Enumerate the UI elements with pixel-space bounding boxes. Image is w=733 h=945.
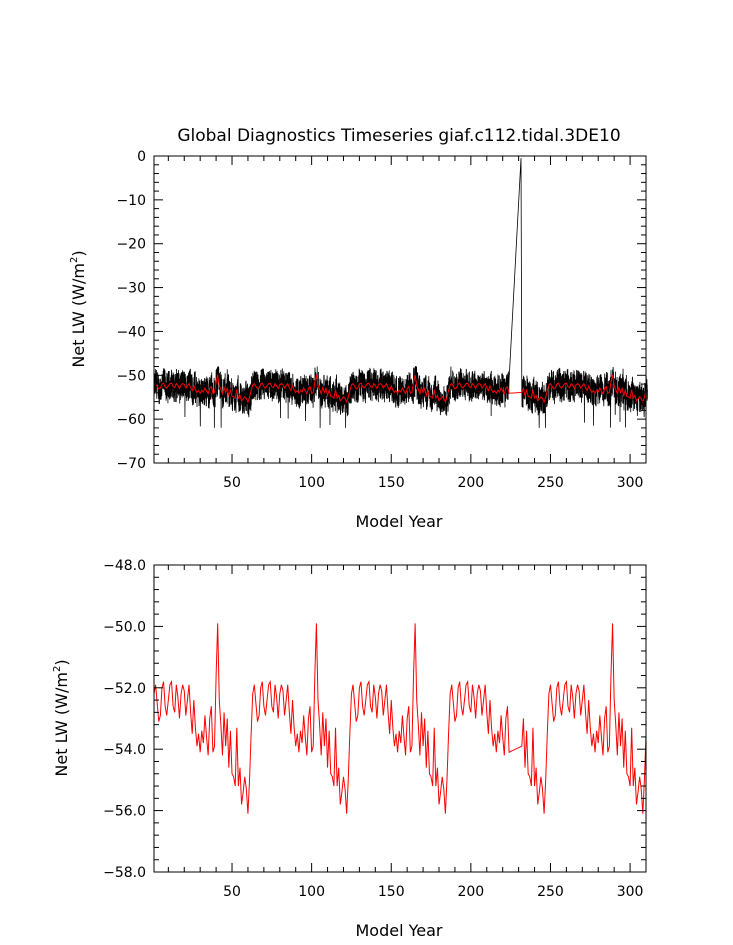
x-tick-label: 50	[223, 884, 241, 900]
y-tick-label: −70	[116, 456, 146, 472]
top-x-axis-label: Model Year	[356, 512, 443, 531]
x-tick-label: 100	[298, 475, 325, 491]
top-monthly-line	[153, 158, 648, 428]
x-tick-label: 200	[457, 884, 484, 900]
bottom-x-axis-label: Model Year	[356, 921, 443, 940]
bottom-annual-mean-line	[153, 623, 647, 814]
y-tick-label: −40	[116, 324, 146, 340]
x-tick-label: 250	[537, 884, 564, 900]
y-tick-label: 0	[137, 149, 146, 165]
x-tick-label: 100	[298, 884, 325, 900]
x-tick-label: 200	[457, 475, 484, 491]
bottom-y-label-main: Net LW (W/m	[52, 672, 71, 777]
top-y-label-sup: 2	[69, 257, 80, 263]
y-tick-label: −30	[116, 281, 146, 297]
y-tick-label: −56.0	[103, 804, 146, 820]
x-tick-label: 300	[617, 884, 644, 900]
top-y-label-main: Net LW (W/m	[69, 263, 88, 368]
y-tick-label: −10	[116, 193, 146, 209]
y-tick-label: −58.0	[103, 865, 146, 881]
bottom-y-label-sup: 2	[52, 666, 63, 672]
top-annual-mean-line	[153, 374, 647, 404]
bottom-plot-area	[153, 623, 647, 814]
bottom-chart: 50 100 150 200 250 300 −48.0 −50.0 −52.0 −54.0 −56…	[52, 558, 647, 940]
top-y-label-suffix: )	[69, 250, 88, 256]
x-tick-label: 250	[537, 475, 564, 491]
top-plot-area	[153, 158, 648, 428]
x-tick-label: 150	[378, 884, 405, 900]
bottom-y-axis-label: Net LW (W/m2)	[52, 659, 71, 776]
bottom-plot-frame	[153, 564, 647, 873]
top-axis-ticks: 50 100 150 200 250 300 0 −10 −20 −30 −40 −50 −60 −70	[116, 149, 647, 491]
y-tick-label: −50.0	[103, 619, 146, 635]
bottom-axis-ticks: 50 100 150 200 250 300 −48.0 −50.0 −52.0 −54.0 −56…	[103, 558, 647, 900]
y-tick-label: −48.0	[103, 558, 146, 574]
y-tick-label: −54.0	[103, 742, 146, 758]
y-tick-label: −50	[116, 368, 146, 384]
top-y-axis-label: Net LW (W/m2)	[69, 250, 88, 367]
top-chart: Global Diagnostics Timeseries giaf.c112.…	[69, 126, 648, 531]
chart-title: Global Diagnostics Timeseries giaf.c112.…	[177, 126, 620, 146]
x-tick-label: 150	[378, 475, 405, 491]
x-tick-label: 50	[223, 475, 241, 491]
x-tick-label: 300	[617, 475, 644, 491]
y-tick-label: −20	[116, 237, 146, 253]
y-tick-label: −60	[116, 412, 146, 428]
bottom-y-label-suffix: )	[52, 659, 71, 665]
y-tick-label: −52.0	[103, 681, 146, 697]
top-plot-frame	[153, 155, 647, 464]
